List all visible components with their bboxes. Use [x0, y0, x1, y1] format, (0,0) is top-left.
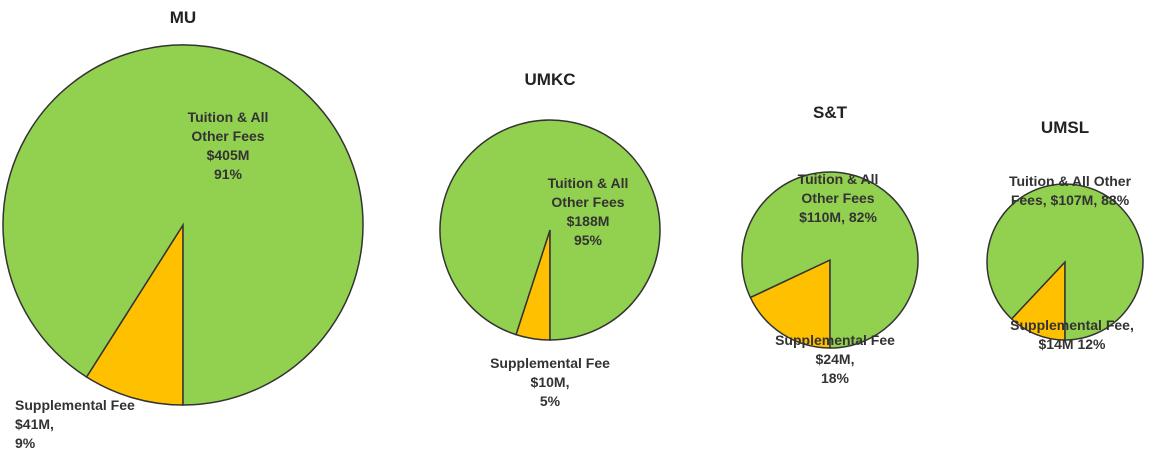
amount-label: $107M	[1047, 192, 1098, 208]
category-label: Supplemental Fee	[775, 332, 895, 348]
amount-label: $405M	[206, 147, 250, 163]
percent-label: 5%	[539, 393, 561, 409]
category-label: Supplemental Fee	[15, 397, 135, 413]
percent-label: 82%	[848, 209, 877, 225]
percent-label: 91%	[213, 166, 243, 182]
slice-label: Tuition & All Other Fees $110M82%	[778, 170, 898, 227]
slice-label: Tuition & All Other Fees$107M88%	[995, 172, 1145, 210]
category-label: Supplemental Fee	[490, 355, 610, 371]
percent-label: 18%	[820, 370, 850, 386]
slice-label: Tuition & All Other Fees $188M 95%	[528, 174, 648, 250]
amount-label: $10M	[465, 373, 635, 392]
category-label: Supplemental Fee	[992, 316, 1149, 335]
category-label: Tuition & All Other Fees	[187, 109, 269, 144]
pie-slice	[85, 222, 184, 406]
pie-slice	[439, 119, 661, 341]
amount-label: $14M	[1038, 336, 1074, 352]
pie-title: UMKC	[524, 70, 576, 89]
slice-label: Supplemental Fee $10M5%	[465, 354, 635, 411]
percent-label: 12%	[1077, 336, 1106, 352]
percent-label: 9%	[15, 435, 36, 451]
slice-label: Supplemental Fee $41M9%	[15, 396, 185, 453]
amount-label: $110M	[799, 209, 845, 225]
page: MU Tuition & All Other Fees $405M 91% Supple…	[0, 0, 1149, 436]
percent-label: 88%	[1101, 192, 1130, 208]
slice-label: Supplemental Fee $24M18%	[750, 331, 920, 388]
amount-label: $41M	[15, 415, 185, 434]
slice-label: Tuition & All Other Fees $405M 91%	[168, 108, 288, 184]
amount-label: $24M	[750, 350, 920, 369]
category-label: Tuition & All Other Fees	[797, 171, 879, 206]
pie-title: UMSL	[1040, 118, 1090, 137]
pie-slice	[2, 44, 364, 406]
pie-slice	[749, 258, 831, 349]
pie-slice	[741, 171, 919, 349]
pie-title: S&T	[813, 103, 847, 122]
amount-label: $188M	[566, 213, 610, 229]
percent-label: 95%	[573, 232, 603, 248]
charts	[2, 44, 1144, 406]
pie-title: MU	[169, 8, 197, 27]
category-label: Tuition & All Other Fees	[547, 175, 629, 210]
